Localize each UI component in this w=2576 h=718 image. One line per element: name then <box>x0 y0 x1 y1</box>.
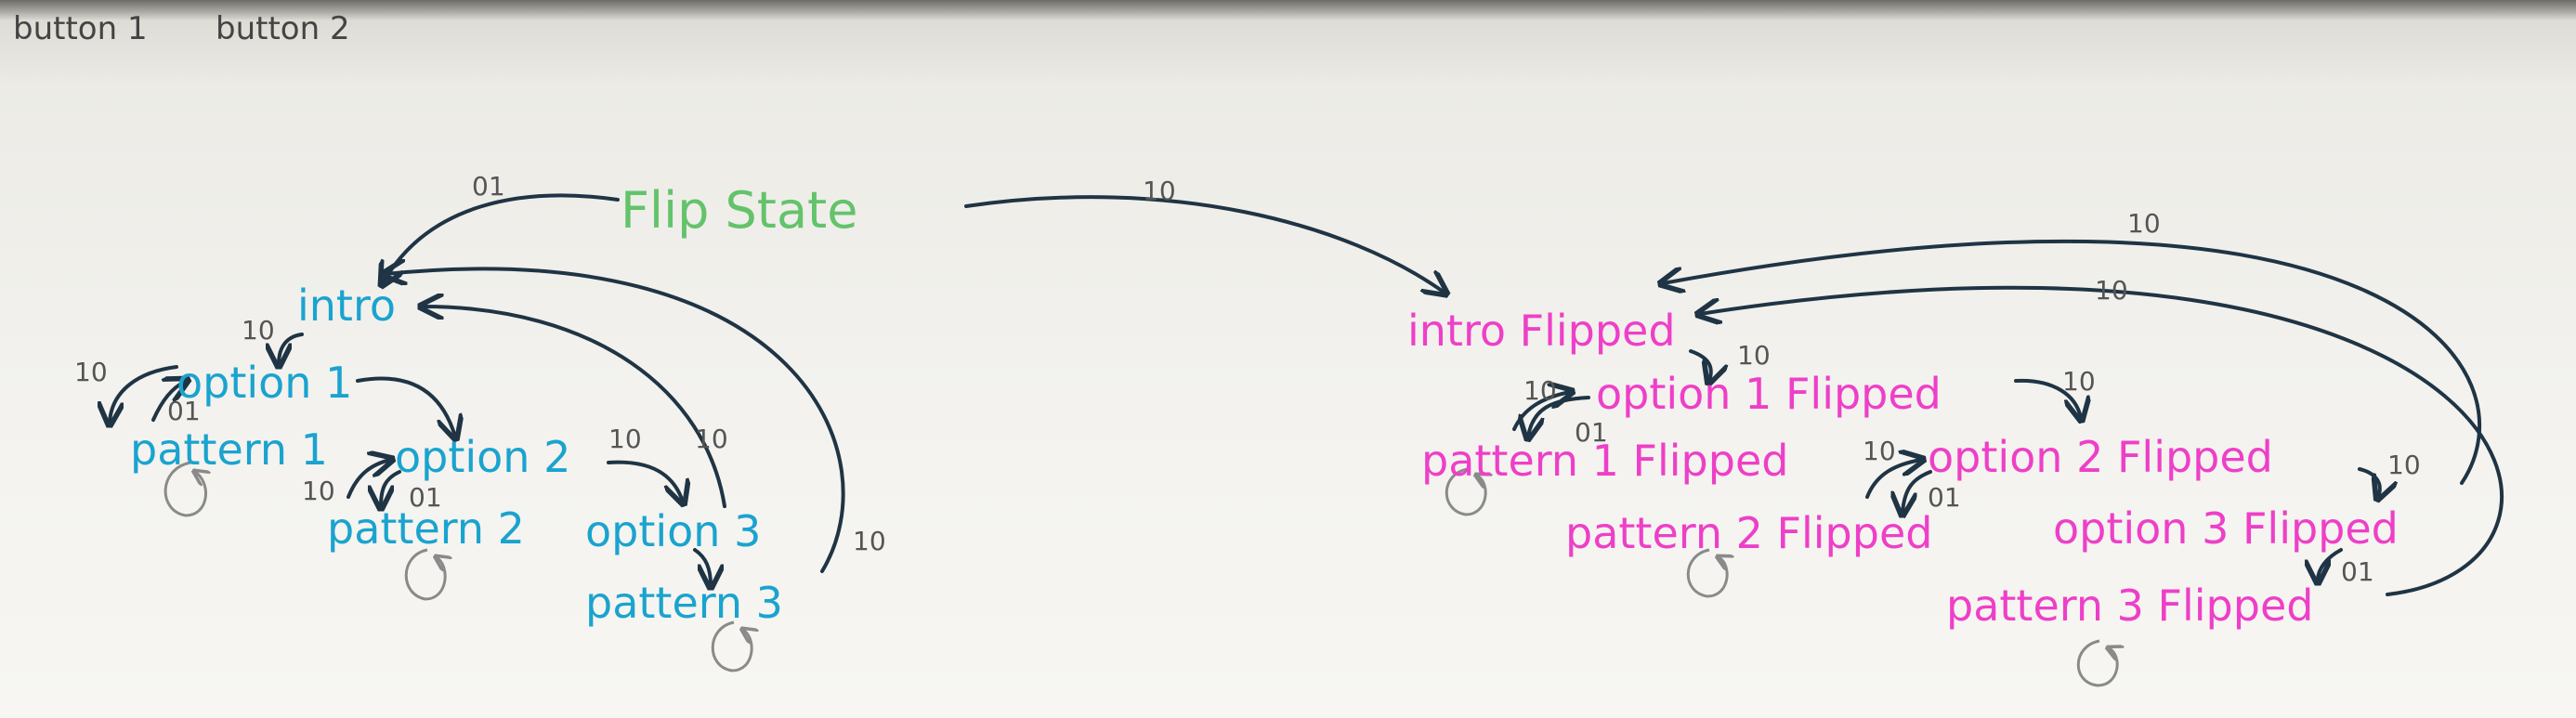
node-pattern3-flipped: pattern 3 Flipped <box>1946 581 2313 631</box>
node-pattern2-flipped: pattern 2 Flipped <box>1565 508 1932 558</box>
edge-option1-to-option2 <box>356 376 455 437</box>
edge-option2f-to-pattern2f <box>1903 470 1932 513</box>
label-01-option2: 01 <box>409 482 442 513</box>
node-intro: intro <box>297 281 396 331</box>
label-01-option1: 01 <box>167 396 201 426</box>
edge-introf-to-option1f <box>1689 349 1711 381</box>
label-01-flip: 01 <box>472 171 505 202</box>
edge-pattern3-to-intro <box>386 268 845 573</box>
edge-labels: 01 10 10 10 01 10 01 10 10 10 10 10 01 1… <box>74 171 2421 587</box>
label-10-flipped-back-2: 10 <box>2095 275 2128 306</box>
edge-option1f-to-option2f <box>2014 378 2081 418</box>
node-pattern1-flipped: pattern 1 Flipped <box>1421 436 1788 486</box>
label-10-intro-flipped: 10 <box>1737 340 1771 371</box>
edge-option3f-to-introf <box>1663 239 2481 485</box>
node-option1-flipped: option 1 Flipped <box>1596 369 1942 419</box>
label-01-option1f: 01 <box>1575 417 1608 448</box>
label-10-option1-left: 10 <box>74 357 108 387</box>
edge-option2-to-pattern2 <box>381 470 401 506</box>
edge-option2f-to-option3f <box>2358 467 2380 497</box>
transition-arrows <box>110 193 2504 596</box>
label-01-option3f: 01 <box>2341 556 2374 587</box>
scanned-top-edge <box>0 0 2576 20</box>
node-option2-flipped: option 2 Flipped <box>1928 432 2273 482</box>
edge-option2-to-option3 <box>607 460 683 502</box>
node-pattern2: pattern 2 <box>327 503 525 554</box>
node-pattern1: pattern 1 <box>130 424 328 475</box>
label-10-option2-left: 10 <box>302 476 335 506</box>
node-option1: option 1 <box>177 358 352 408</box>
edge-pattern2f-to-option2f <box>1865 460 1921 499</box>
label-10-option2f-option3f: 10 <box>2387 450 2421 480</box>
edge-pattern3f-to-introf <box>1700 285 2504 596</box>
edge-option3f-to-pattern3f <box>2318 548 2343 581</box>
label-10-option2f-left: 10 <box>1863 436 1896 466</box>
node-option3-flipped: option 3 Flipped <box>2053 503 2399 554</box>
edge-pattern1-to-option1 <box>151 381 186 422</box>
label-10-option1f-left: 10 <box>1523 375 1557 406</box>
edge-pattern1f-to-option1f <box>1512 392 1570 431</box>
node-pattern3: pattern 3 <box>585 578 783 628</box>
edge-option3-to-pattern3 <box>693 548 711 585</box>
label-10-flip: 10 <box>1143 176 1176 206</box>
node-option3: option 3 <box>585 506 761 556</box>
node-intro-flipped: intro Flipped <box>1407 306 1676 356</box>
edge-pattern2-to-option2 <box>347 460 390 499</box>
edge-option1-to-pattern1 <box>110 365 178 423</box>
self-loops <box>163 461 2117 687</box>
label-10-option2-option3: 10 <box>608 424 642 454</box>
edge-option1f-to-pattern1f <box>1528 396 1590 437</box>
edge-intro-to-option1 <box>279 333 304 364</box>
label-10-option3-back: 10 <box>695 424 728 454</box>
label-10-flipped-back-1: 10 <box>2127 208 2161 239</box>
label-10-intro: 10 <box>242 315 275 346</box>
edge-flip-to-intro-flipped <box>964 195 1445 293</box>
edge-option3-to-intro <box>423 307 726 508</box>
label-10-pattern3-back: 10 <box>853 526 886 556</box>
edge-flip-to-intro <box>383 193 620 283</box>
label-10-option1f-option2f: 10 <box>2062 366 2096 397</box>
node-option2: option 2 <box>395 432 570 482</box>
label-01-option2f: 01 <box>1928 482 1961 513</box>
node-flip-state: Flip State <box>621 181 857 240</box>
header-button-2[interactable]: button 2 <box>216 10 350 47</box>
header-button-1[interactable]: button 1 <box>13 10 148 47</box>
